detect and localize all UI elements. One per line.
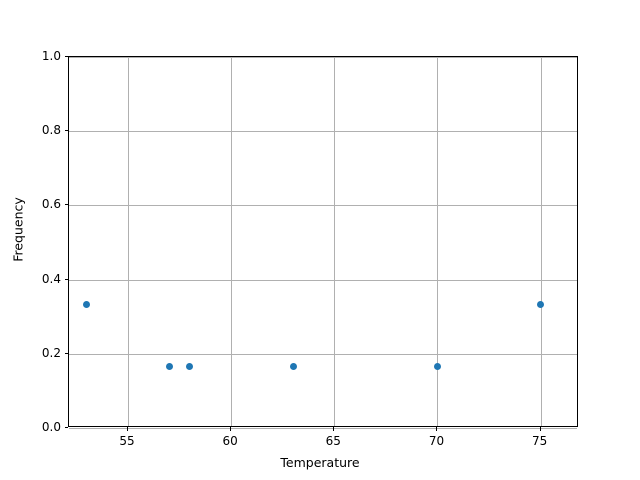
scatter-point bbox=[186, 362, 194, 370]
gridline-vertical-55 bbox=[128, 57, 129, 426]
scatter-point bbox=[433, 362, 441, 370]
x-tick-mark-55 bbox=[127, 427, 128, 431]
scatter-point bbox=[289, 362, 297, 370]
y-tick-mark-1.0 bbox=[64, 56, 68, 57]
x-tick-label-60: 60 bbox=[222, 434, 238, 448]
gridline-vertical-60 bbox=[231, 57, 233, 426]
gridline-horizontal-0.0 bbox=[69, 428, 577, 429]
plot-axes-area bbox=[68, 56, 578, 429]
x-axis-label-text: Temperature bbox=[280, 455, 360, 470]
y-tick-label-0.8: 0.8 bbox=[41, 123, 61, 138]
y-tick-label-0.2: 0.2 bbox=[41, 345, 61, 360]
x-tick-mark-65 bbox=[333, 427, 335, 431]
scatter-point bbox=[537, 300, 545, 308]
y-tick-mark-0.2 bbox=[64, 352, 68, 354]
y-tick-label-0.4: 0.4 bbox=[41, 271, 61, 286]
x-tick-mark-75 bbox=[539, 427, 541, 431]
gridline-horizontal-0.8 bbox=[69, 131, 577, 133]
y-tick-label-0.6: 0.6 bbox=[41, 197, 61, 212]
y-tick-mark-0.6 bbox=[64, 204, 68, 206]
gridline-horizontal-1.0 bbox=[69, 57, 577, 58]
gridline-vertical-75 bbox=[540, 57, 542, 426]
gridline-vertical-65 bbox=[334, 57, 336, 426]
gridline-horizontal-0.4 bbox=[69, 279, 577, 281]
x-tick-label-55: 55 bbox=[119, 434, 135, 448]
y-tick-mark-0.8 bbox=[64, 130, 68, 132]
x-tick-label-65: 65 bbox=[325, 434, 341, 448]
y-tick-label-0.0: 0.0 bbox=[41, 420, 61, 434]
gridline-vertical-70 bbox=[437, 57, 439, 426]
y-axis-label-text: Frequency bbox=[10, 197, 26, 262]
y-tick-mark-0.4 bbox=[64, 278, 68, 280]
y-tick-label-1.0: 1.0 bbox=[41, 49, 61, 63]
x-tick-mark-60 bbox=[230, 427, 232, 431]
x-tick-mark-70 bbox=[436, 427, 438, 431]
x-axis-label: Temperature bbox=[0, 455, 640, 470]
scatter-point bbox=[83, 300, 91, 308]
gridline-horizontal-0.6 bbox=[69, 205, 577, 207]
x-tick-label-75: 75 bbox=[531, 434, 548, 448]
x-tick-label-70: 70 bbox=[428, 434, 445, 448]
scatter-point bbox=[165, 362, 173, 370]
y-tick-mark-0.0 bbox=[64, 427, 68, 428]
y-axis-label: Frequency bbox=[11, 150, 26, 310]
gridline-horizontal-0.2 bbox=[69, 353, 577, 355]
